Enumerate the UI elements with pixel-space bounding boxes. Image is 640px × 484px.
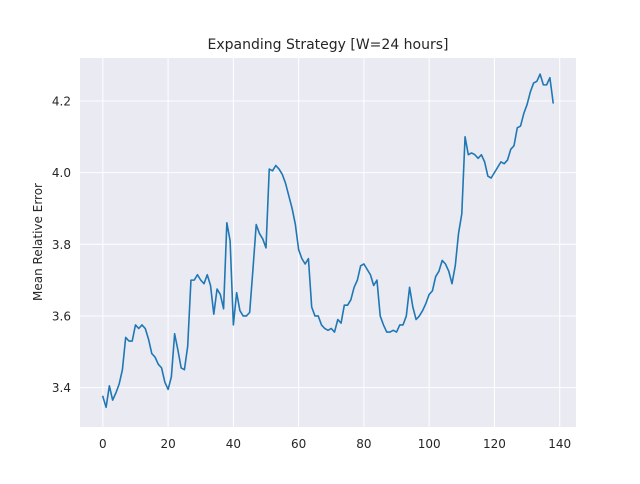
y-tick-label: 4.2 [52, 94, 71, 108]
x-tick-label: 0 [99, 437, 107, 451]
x-tick-label: 40 [226, 437, 241, 451]
y-tick-label: 3.6 [52, 309, 71, 323]
plot-area [80, 58, 576, 427]
y-tick-labels: 3.4 3.6 3.8 4.0 4.2 [52, 94, 71, 395]
chart-title: Expanding Strategy [W=24 hours] [207, 37, 448, 53]
y-axis-label: Mean Relative Error [31, 183, 45, 301]
y-tick-label: 3.4 [52, 381, 71, 395]
x-tick-label: 20 [160, 437, 175, 451]
x-gridlines [102, 58, 561, 427]
series-line [101, 73, 555, 409]
y-gridlines [80, 100, 576, 389]
y-tick-label: 4.0 [52, 166, 71, 180]
x-tick-label: 100 [418, 437, 441, 451]
x-tick-label: 120 [483, 437, 506, 451]
y-tick-label: 3.8 [52, 238, 71, 252]
x-tick-label: 60 [291, 437, 306, 451]
x-tick-label: 80 [356, 437, 371, 451]
x-tick-label: 140 [548, 437, 571, 451]
x-tick-labels: 0 20 40 60 80 100 120 140 [99, 437, 571, 451]
